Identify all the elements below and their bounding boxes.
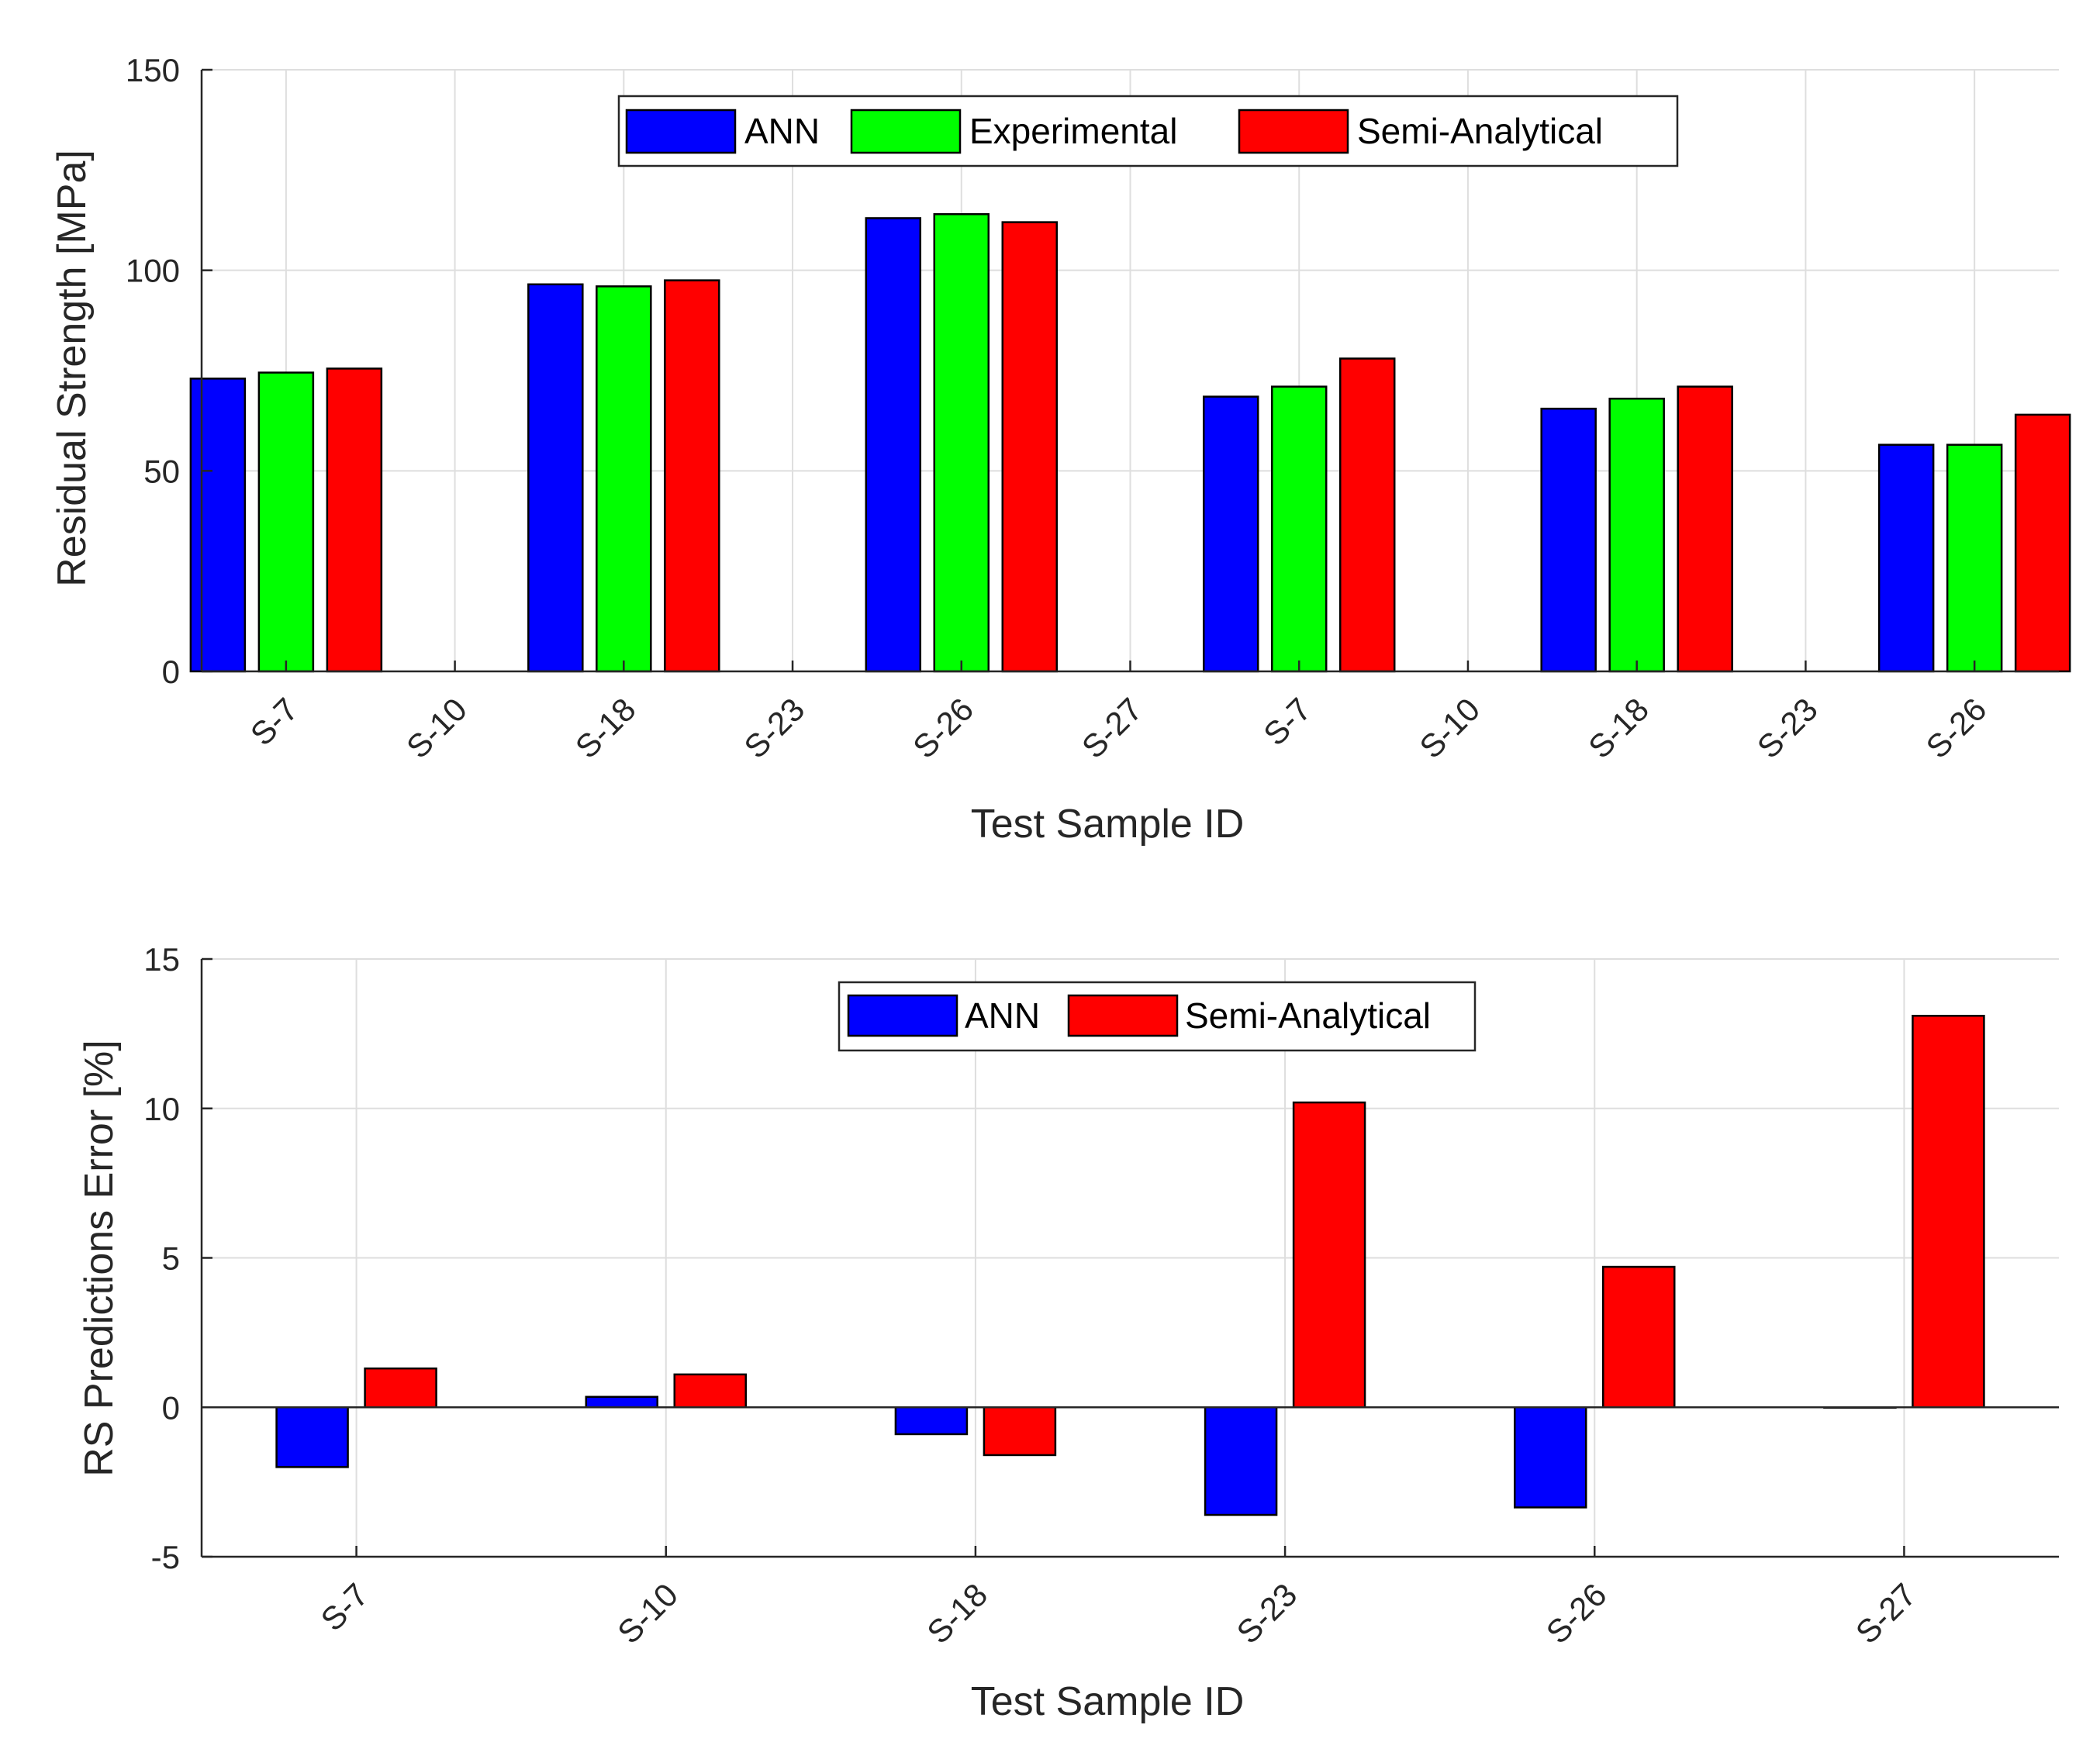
top-axes <box>200 68 2059 673</box>
top-bar-semi-analytical-s-7-3 <box>1338 357 1396 673</box>
top-bar-semi-analytical-s-7-0 <box>326 367 383 673</box>
bottom-bar-semi-analytical-s-18 <box>983 1406 1057 1457</box>
bottom-legend-swatch-ann <box>847 994 958 1037</box>
top-legend-label-experimental: Experimental <box>969 111 1177 151</box>
bottom-bar-ann-s-10 <box>585 1395 658 1409</box>
bottom-bar-ann-s-7 <box>275 1406 349 1468</box>
top-y-tick-label: 0 <box>162 654 180 690</box>
bottom-bar-semi-analytical-s-26 <box>1602 1265 1676 1409</box>
top-bar-experimental-s-18-1 <box>596 285 652 673</box>
bottom-y-tick-label: 0 <box>162 1389 180 1426</box>
top-bar-ann-s-7-0 <box>189 378 247 673</box>
top-bars <box>189 212 2071 673</box>
top-bar-semi-analytical-s-26-2 <box>1001 221 1059 673</box>
top-bar-semi-analytical-s-18-4 <box>1677 385 1733 673</box>
top-y-axis-label: Residual Strength [MPa] <box>50 150 95 587</box>
top-legend-box <box>617 95 1679 167</box>
top-y-tick-label: 100 <box>126 253 180 289</box>
top-legend-label-semi-analytical: Semi-Analytical <box>1357 111 1603 151</box>
bottom-legend-swatch-semi-analytical <box>1067 994 1179 1037</box>
bottom-bar-semi-analytical-s-27 <box>1912 1014 1985 1409</box>
bottom-legend: ANN Semi-Analytical <box>838 981 1477 1052</box>
top-legend-swatch-experimental <box>850 109 962 154</box>
top-bar-experimental-s-18-4 <box>1608 397 1665 673</box>
top-bar-ann-s-26-2 <box>865 217 922 673</box>
top-y-tick-label: 50 <box>143 453 180 489</box>
bottom-bar-semi-analytical-s-10 <box>673 1373 747 1409</box>
top-legend-swatch-ann <box>625 109 737 154</box>
top-bar-semi-analytical-s-18-1 <box>664 279 720 673</box>
bottom-bar-ann-s-23 <box>1204 1406 1278 1516</box>
top-bar-ann-s-18-4 <box>1540 407 1597 673</box>
bottom-bar-ann-s-26 <box>1514 1406 1587 1509</box>
bottom-y-tick-label: 5 <box>162 1240 180 1277</box>
top-y-tick-label: 150 <box>126 52 180 88</box>
bottom-y-tick-label: -5 <box>151 1539 180 1575</box>
bottom-x-axis-label: Test Sample ID <box>971 1679 1245 1724</box>
top-bar-ann-s-18-1 <box>527 283 584 673</box>
top-legend: ANN Experimental Semi-Analytical <box>617 95 1679 167</box>
top-bar-experimental-s-26-5 <box>1946 443 2003 673</box>
bottom-y-tick-labels: -5 0 5 10 15 <box>143 941 180 1575</box>
bottom-bar-ann-s-18 <box>894 1406 969 1436</box>
top-bar-experimental-s-26-2 <box>933 212 990 673</box>
bottom-bar-semi-analytical-s-7 <box>364 1367 437 1409</box>
top-bar-ann-s-7-3 <box>1202 395 1259 673</box>
top-bar-experimental-s-7-3 <box>1270 385 1328 673</box>
top-x-axis-label: Test Sample ID <box>971 802 1245 847</box>
top-bar-semi-analytical-s-26-5 <box>2014 413 2071 673</box>
bottom-axes <box>200 957 2059 1558</box>
top-bar-ann-s-26-5 <box>1877 443 1935 673</box>
bottom-y-axis-label: RS Predictions Error [%] <box>77 1040 122 1477</box>
bottom-legend-label-semi-analytical: Semi-Analytical <box>1185 995 1431 1036</box>
top-legend-swatch-semi-analytical <box>1238 109 1349 154</box>
bottom-y-tick-label: 10 <box>143 1091 180 1127</box>
bottom-legend-label-ann: ANN <box>965 995 1040 1036</box>
bottom-y-tick-label: 15 <box>143 941 180 978</box>
top-bar-experimental-s-7-0 <box>257 371 315 673</box>
bottom-bar-semi-analytical-s-23 <box>1292 1101 1366 1409</box>
top-legend-label-ann: ANN <box>744 111 820 151</box>
top-y-tick-labels: 0 50 100 150 <box>126 52 180 690</box>
